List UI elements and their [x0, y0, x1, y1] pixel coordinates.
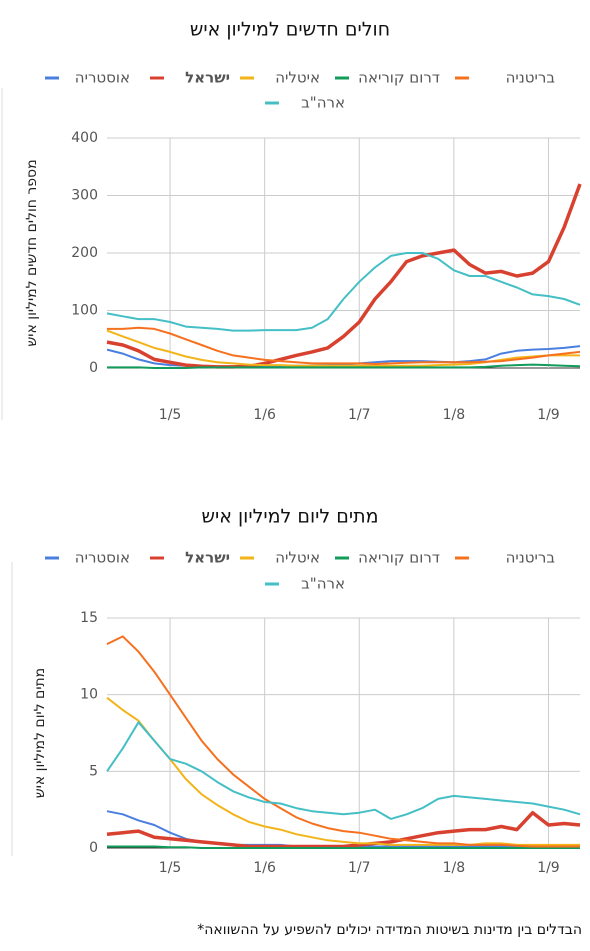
legend-label: דרום קוריאה	[358, 549, 440, 567]
y-tick-label: 0	[89, 840, 98, 856]
y-tick-label: 400	[71, 130, 98, 146]
y-tick-label: 5	[89, 763, 98, 779]
x-tick-label: 1/9	[537, 860, 560, 876]
series-line	[106, 329, 580, 367]
series-line	[106, 810, 581, 849]
legend-label: ארה"ב	[301, 575, 345, 593]
footnote: *הבדלים בין מדינות בשיטות המדידה יכולים …	[197, 922, 582, 938]
x-tick-label: 1/7	[348, 860, 371, 876]
y-axis-label: מתים ליום למיליון איש	[32, 668, 48, 798]
series-line	[107, 326, 581, 365]
y-axis-label: מספר חולים חדשים למיליון איש	[24, 159, 40, 346]
x-tick-label: 1/8	[443, 860, 466, 876]
legend-label: אוסטריה	[75, 69, 130, 87]
series-line	[106, 183, 582, 369]
series-line	[106, 696, 580, 846]
x-tick-label: 1/8	[443, 407, 466, 423]
legend-label: אוסטריה	[75, 549, 130, 567]
series-line	[106, 721, 581, 820]
legend-label: דרום קוריאה	[358, 69, 440, 87]
chart-title: מתים ליום למיליון איש	[202, 506, 379, 528]
x-tick-label: 1/7	[348, 407, 371, 423]
y-tick-label: 300	[71, 188, 98, 204]
legend-label: איטליה	[275, 69, 320, 87]
series-line	[106, 252, 581, 332]
legend-label: ישראל	[185, 549, 230, 567]
x-tick-label: 1/9	[537, 407, 560, 423]
chart-title: חולים חדשים למיליון איש	[190, 19, 390, 41]
y-tick-label: 100	[71, 303, 98, 319]
x-tick-label: 1/5	[159, 407, 182, 423]
legend-label: ישראל	[185, 69, 230, 87]
series-line	[106, 635, 580, 848]
legend-label: בריטניה	[506, 69, 556, 87]
y-tick-label: 0	[89, 360, 98, 376]
series-line	[107, 363, 581, 369]
y-tick-label: 10	[80, 687, 98, 703]
legend-label: בריטניה	[506, 549, 556, 567]
series-line	[107, 845, 580, 849]
x-tick-label: 1/6	[253, 407, 276, 423]
x-tick-label: 1/5	[159, 860, 182, 876]
y-tick-label: 15	[80, 610, 98, 626]
legend-label: ארה"ב	[301, 94, 345, 112]
legend-label: איטליה	[275, 549, 320, 567]
x-tick-label: 1/6	[253, 860, 276, 876]
y-tick-label: 200	[71, 245, 98, 261]
